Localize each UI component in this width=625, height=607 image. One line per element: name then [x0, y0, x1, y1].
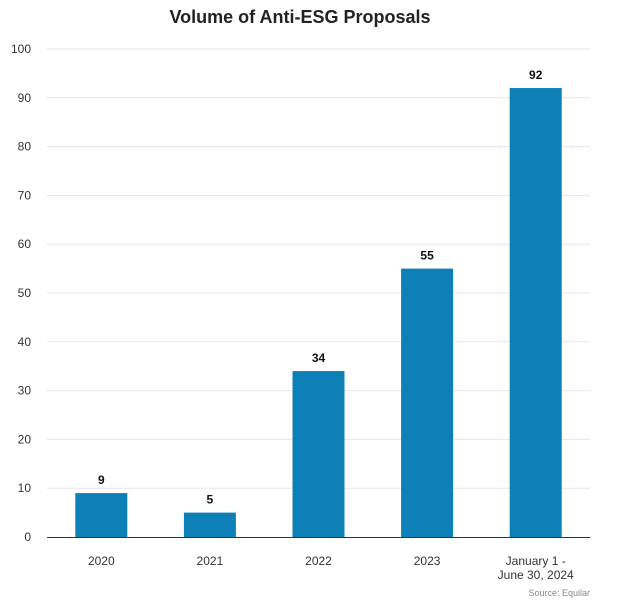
x-tick-label: 2020 — [88, 554, 115, 568]
y-tick-label: 40 — [18, 335, 32, 349]
data-label: 9 — [98, 473, 105, 487]
y-tick-label: 50 — [18, 286, 32, 300]
data-label: 55 — [420, 249, 434, 263]
y-tick-label: 80 — [18, 140, 32, 154]
x-tick-label-line: 2021 — [197, 554, 224, 568]
source-note: Source: Equilar — [528, 588, 590, 598]
data-labels: 9 5 34 55 92 — [98, 68, 543, 507]
y-axis-ticks: 0 10 20 30 40 50 60 70 80 90 100 — [11, 42, 31, 544]
x-tick-label: 2021 — [197, 554, 224, 568]
x-tick-label: 2023 — [414, 554, 441, 568]
bars — [75, 88, 562, 537]
y-tick-label: 70 — [18, 188, 32, 202]
data-label: 5 — [207, 493, 214, 507]
y-tick-label: 90 — [18, 91, 32, 105]
data-label: 92 — [529, 68, 543, 82]
x-tick-label: January 1 -June 30, 2024 — [498, 554, 574, 582]
x-axis-ticks: 2020 2021 2022 2023 January 1 -June 30, 2024 — [88, 554, 574, 582]
bar — [292, 371, 345, 537]
x-tick-label-line: January 1 - — [506, 554, 566, 568]
x-tick-label-line: 2020 — [88, 554, 115, 568]
y-tick-label: 60 — [18, 237, 32, 251]
y-tick-label: 20 — [18, 432, 32, 446]
gridlines — [47, 48, 590, 489]
bar — [509, 88, 562, 537]
x-tick-label: 2022 — [305, 554, 332, 568]
chart-title: Volume of Anti-ESG Proposals — [169, 7, 430, 27]
bar — [401, 268, 454, 537]
y-tick-label: 0 — [24, 530, 31, 544]
y-tick-label: 100 — [11, 42, 31, 56]
y-tick-label: 10 — [18, 481, 32, 495]
x-tick-label-line: June 30, 2024 — [498, 568, 574, 582]
bar — [75, 493, 128, 537]
x-tick-label-line: 2022 — [305, 554, 332, 568]
bar — [183, 512, 236, 537]
x-tick-label-line: 2023 — [414, 554, 441, 568]
data-label: 34 — [312, 351, 326, 365]
y-tick-label: 30 — [18, 384, 32, 398]
